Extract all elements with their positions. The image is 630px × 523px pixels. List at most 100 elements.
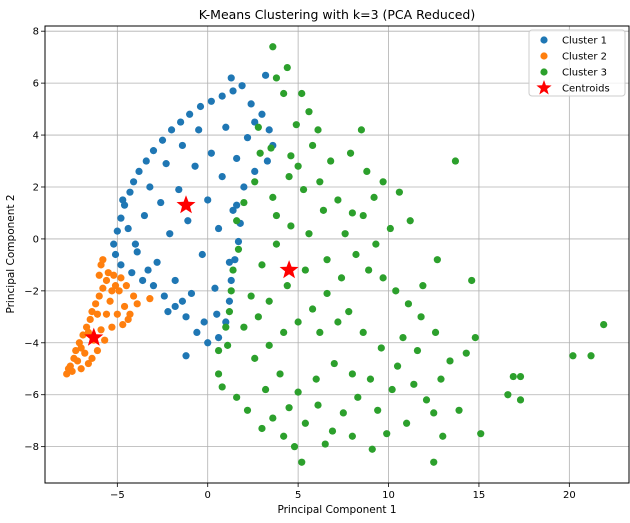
data-point [305, 230, 313, 238]
data-point [131, 240, 140, 248]
data-point [207, 97, 215, 105]
data-point [93, 310, 102, 318]
data-point [393, 362, 402, 370]
data-point [251, 178, 259, 186]
data-point [392, 287, 400, 295]
data-point [600, 321, 608, 329]
data-point [204, 196, 212, 204]
data-point [99, 284, 107, 292]
data-point [231, 256, 239, 264]
data-point [265, 297, 273, 305]
legend-label: Centroids [562, 84, 610, 95]
data-point [207, 149, 215, 157]
data-point [214, 224, 223, 233]
x-tick-label: 15 [473, 490, 486, 501]
data-point [162, 160, 170, 168]
data-point [265, 341, 273, 349]
data-point [308, 305, 317, 313]
data-point [261, 71, 270, 79]
data-point [272, 211, 281, 220]
data-point [298, 458, 306, 466]
data-point [451, 157, 460, 165]
data-point [92, 300, 100, 308]
legend-label: Cluster 2 [562, 52, 607, 63]
data-point [213, 310, 221, 318]
data-point [323, 256, 331, 264]
data-point [225, 308, 234, 316]
data-point [233, 201, 241, 209]
data-point [182, 352, 190, 360]
data-point [229, 266, 237, 274]
data-point [334, 196, 342, 204]
data-point [370, 193, 378, 201]
data-point [272, 240, 281, 248]
data-point [218, 173, 226, 181]
data-point [251, 354, 259, 362]
data-point [341, 230, 349, 238]
data-point [129, 178, 138, 186]
data-point [104, 269, 112, 277]
data-point [419, 282, 427, 290]
x-axis-ticks: −5 0 5 10 15 20 [110, 483, 576, 501]
data-point [113, 227, 121, 235]
data-point [312, 375, 320, 383]
data-point [171, 302, 179, 311]
data-point [191, 162, 199, 170]
data-point [108, 287, 116, 295]
data-point [254, 313, 262, 321]
data-point [283, 63, 291, 72]
data-point [224, 341, 232, 349]
data-point [285, 404, 293, 412]
data-point [124, 224, 132, 233]
data-point [218, 92, 226, 100]
data-point [468, 276, 476, 285]
data-point [222, 323, 230, 331]
data-point [229, 87, 237, 95]
data-point [256, 149, 264, 157]
data-point [471, 333, 479, 342]
data-point [299, 185, 308, 194]
y-tick-label: 2 [33, 182, 39, 193]
data-point [251, 118, 259, 126]
data-point [77, 365, 85, 373]
data-point [357, 126, 366, 134]
data-point [214, 333, 223, 342]
data-point [261, 385, 270, 394]
data-point [251, 167, 259, 176]
data-point [348, 370, 356, 378]
data-point [225, 258, 234, 266]
data-point [175, 185, 183, 194]
data-point [84, 359, 92, 368]
data-point [126, 188, 134, 196]
data-point [314, 126, 322, 134]
data-point [280, 432, 288, 440]
data-point [117, 274, 125, 282]
data-point [509, 372, 517, 381]
data-point [516, 396, 525, 404]
data-point [446, 357, 454, 365]
data-point [142, 157, 150, 165]
data-point [337, 274, 346, 282]
data-point [267, 144, 275, 152]
data-point [113, 310, 121, 318]
data-point [348, 209, 356, 217]
chart-title: K-Means Clustering with k=3 (PCA Reduced… [199, 7, 475, 22]
data-point [227, 287, 235, 295]
data-point [135, 167, 143, 176]
data-point [287, 152, 295, 160]
data-point [227, 276, 235, 285]
series-centroids [84, 195, 299, 346]
data-point [399, 333, 407, 342]
data-point [73, 357, 82, 365]
data-point [504, 391, 512, 399]
data-point [301, 266, 309, 274]
x-tick-label: 20 [563, 490, 576, 501]
data-point [294, 162, 302, 170]
data-point [178, 297, 187, 305]
data-point [153, 258, 161, 266]
data-point [229, 206, 237, 214]
data-point [417, 313, 425, 321]
data-point [280, 89, 288, 98]
data-point [108, 323, 116, 331]
